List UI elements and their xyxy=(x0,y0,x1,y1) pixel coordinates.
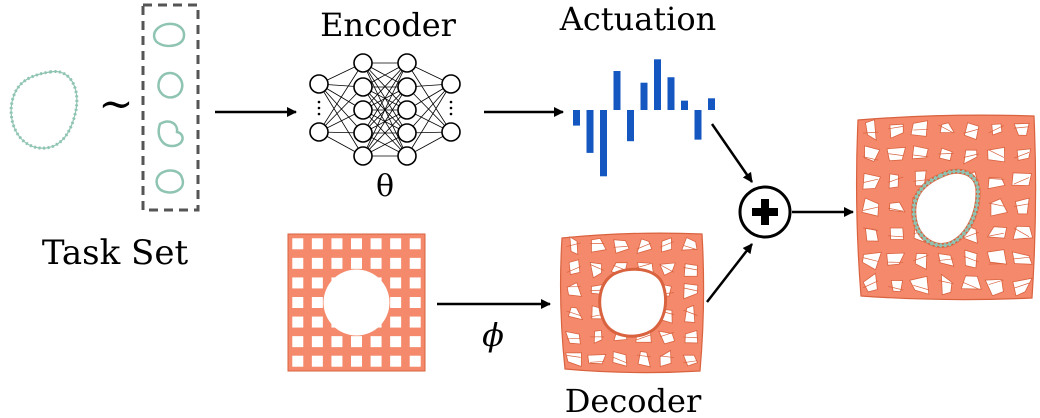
arrow-actuation-to-combine xyxy=(710,123,754,183)
network-node xyxy=(353,53,373,73)
phi-symbol: ϕ xyxy=(482,316,504,354)
actuation-bar xyxy=(573,110,580,126)
actuation-bar xyxy=(586,110,594,153)
result-lattice xyxy=(855,114,1037,301)
actuation-bar xyxy=(600,110,607,177)
actuation-bar xyxy=(681,100,688,110)
actuation-bar xyxy=(654,59,661,110)
network-node xyxy=(353,146,373,166)
decoder-label: Decoder xyxy=(565,382,702,418)
network-node xyxy=(309,122,329,142)
network-node xyxy=(397,123,417,143)
network-node xyxy=(397,77,417,97)
neural-network-icon xyxy=(309,53,461,166)
task-set-frame xyxy=(141,3,200,212)
encoder-label: Encoder xyxy=(320,6,457,44)
actuation-bar xyxy=(627,110,634,142)
task-shape xyxy=(9,70,79,150)
actuation-bar xyxy=(613,71,621,110)
actuation-bar-chart xyxy=(573,59,715,177)
actuation-label: Actuation xyxy=(559,0,717,38)
task-set-label: Task Set xyxy=(42,233,189,273)
circled-plus-icon xyxy=(738,185,792,239)
network-node xyxy=(397,146,417,166)
input-lattice xyxy=(287,233,426,372)
network-node xyxy=(309,74,329,94)
actuation-bar xyxy=(667,77,675,110)
network-node xyxy=(397,100,417,120)
network-node xyxy=(353,100,373,120)
network-node xyxy=(353,77,373,97)
network-node xyxy=(353,123,373,143)
actuation-bar xyxy=(694,110,702,140)
actuation-bar xyxy=(640,82,648,110)
network-node xyxy=(397,53,417,73)
network-node xyxy=(441,122,461,142)
theta-symbol: θ xyxy=(376,169,394,204)
sampling-tilde: ~ xyxy=(98,79,133,128)
actuation-bar xyxy=(708,98,715,110)
arrow-decoder-to-combine xyxy=(706,243,753,303)
decoded-lattice xyxy=(559,232,705,374)
network-node xyxy=(441,74,461,94)
